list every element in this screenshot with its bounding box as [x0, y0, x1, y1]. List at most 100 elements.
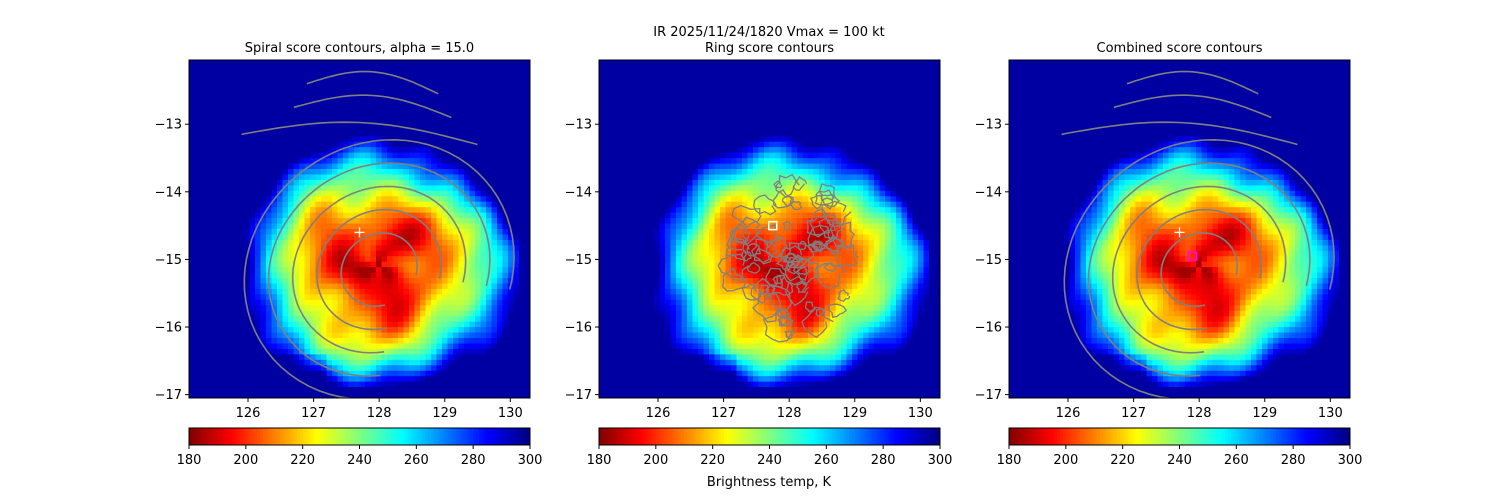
spiral-contour [1061, 121, 1298, 146]
center-square-marker [1187, 251, 1198, 261]
ring-contour [814, 263, 846, 290]
colorbar: 180 200 220 240 260 280 300 [997, 427, 1362, 468]
ring-contour [778, 245, 803, 268]
contours [241, 70, 515, 398]
colorbar-tick-label: 260 [1224, 453, 1249, 468]
ring-contour [725, 238, 750, 261]
colorbar-tick-label: 260 [814, 453, 839, 468]
panel-title: Combined score contours [1097, 41, 1263, 56]
colorbar-tick-label: 300 [518, 453, 543, 468]
ring-contour [808, 243, 823, 253]
ring-contour [778, 315, 789, 327]
colorbar: 180 200 220 240 260 280 300 [587, 427, 952, 468]
colorbar-tick-label: 220 [1110, 453, 1135, 468]
ring-contour [729, 222, 750, 244]
y-tick-label: −16 [565, 321, 592, 336]
spiral-contour [291, 185, 467, 354]
panel-ring: Ring score contours 126 127 128 129 130 −13 −14… [565, 41, 953, 468]
ring-contour [746, 261, 761, 274]
colorbar-tick-label: 280 [1281, 453, 1306, 468]
colorbar-tick-label: 220 [700, 453, 725, 468]
ring-contour [835, 244, 859, 268]
ring-contour [746, 243, 762, 257]
x-tick-label: 129 [432, 406, 457, 421]
ring-contour [804, 301, 816, 313]
y-tick-label: −14 [975, 185, 1002, 200]
ring-contour [752, 292, 783, 323]
ring-contour [823, 262, 837, 273]
spiral-contour [243, 138, 515, 398]
y-tick-label: −15 [565, 253, 592, 268]
spiral-contour [1087, 162, 1311, 377]
y-tick-label: −13 [975, 118, 1002, 133]
ring-contour [797, 240, 807, 251]
y-tick-label: −15 [155, 253, 182, 268]
ring-contour [772, 189, 793, 209]
x-tick-label: 128 [1187, 406, 1212, 421]
panel-title: Ring score contours [705, 41, 834, 56]
y-tick-label: −14 [565, 185, 592, 200]
ring-contour [790, 200, 802, 211]
ring-contour [765, 267, 788, 289]
colorbar-tick-label: 180 [177, 453, 202, 468]
ring-contour [740, 283, 762, 301]
colorbar-label: Brightness temp, K [707, 475, 832, 490]
y-tick-label: −17 [155, 388, 182, 403]
center-plus-marker [1174, 227, 1185, 238]
spiral-contour [340, 232, 419, 308]
panel-spiral: Spiral score contours, alpha = 15.0 126 12… [155, 41, 543, 468]
ring-contour [784, 280, 809, 307]
x-tick-label: 128 [367, 406, 392, 421]
axes-frame [1008, 59, 1351, 399]
x-tick-label: 127 [1121, 406, 1146, 421]
ring-contour [775, 173, 800, 199]
spiral-contour [306, 70, 439, 95]
ring-contour [750, 277, 776, 305]
x-tick-label: 130 [498, 406, 523, 421]
ring-contour [818, 218, 845, 239]
ring-contour [765, 235, 788, 259]
contours [1061, 70, 1335, 398]
ring-contour [764, 283, 793, 312]
colorbar-tick-label: 280 [871, 453, 896, 468]
spiral-contour [241, 121, 478, 146]
ring-contour [820, 194, 840, 207]
spiral-contour [1111, 185, 1287, 354]
ring-contour [792, 175, 808, 191]
x-tick-label: 126 [1056, 406, 1081, 421]
colorbar: 180 200 220 240 260 280 300 [177, 427, 543, 468]
panel-combined: Combined score contours 126 127 128 129 130 −1… [975, 41, 1363, 468]
figure-suptitle: IR 2025/11/24/1820 Vmax = 100 kt [653, 25, 884, 40]
y-tick-label: −17 [565, 388, 592, 403]
y-tick-label: −17 [975, 388, 1002, 403]
ring-contour [762, 309, 794, 343]
ring-contour [784, 330, 795, 340]
ring-contour [801, 306, 834, 339]
ring-contour [837, 289, 851, 303]
colorbar-tick-label: 200 [233, 453, 258, 468]
y-tick-label: −16 [155, 321, 182, 336]
x-tick-label: 130 [908, 406, 933, 421]
colorbar-tick-label: 240 [347, 453, 372, 468]
spiral-contour [1113, 94, 1272, 119]
y-tick-label: −13 [565, 118, 592, 133]
contours [717, 173, 859, 343]
spiral-contour [293, 94, 452, 119]
ring-contour [828, 303, 847, 318]
ring-contour [731, 204, 762, 229]
y-tick-label: −13 [155, 118, 182, 133]
axes-frame [188, 59, 531, 399]
panel-title: Spiral score contours, alpha = 15.0 [245, 41, 474, 56]
colorbar-tick-label: 200 [643, 453, 668, 468]
x-tick-label: 127 [711, 406, 736, 421]
x-tick-label: 128 [777, 406, 802, 421]
x-tick-label: 127 [301, 406, 326, 421]
ring-contour [753, 194, 777, 216]
ring-contour [809, 208, 837, 236]
center-plus-marker [354, 227, 365, 238]
ring-contour [726, 227, 750, 251]
y-tick-label: −15 [975, 253, 1002, 268]
spiral-contour [1126, 70, 1259, 95]
ring-contour [717, 253, 749, 281]
